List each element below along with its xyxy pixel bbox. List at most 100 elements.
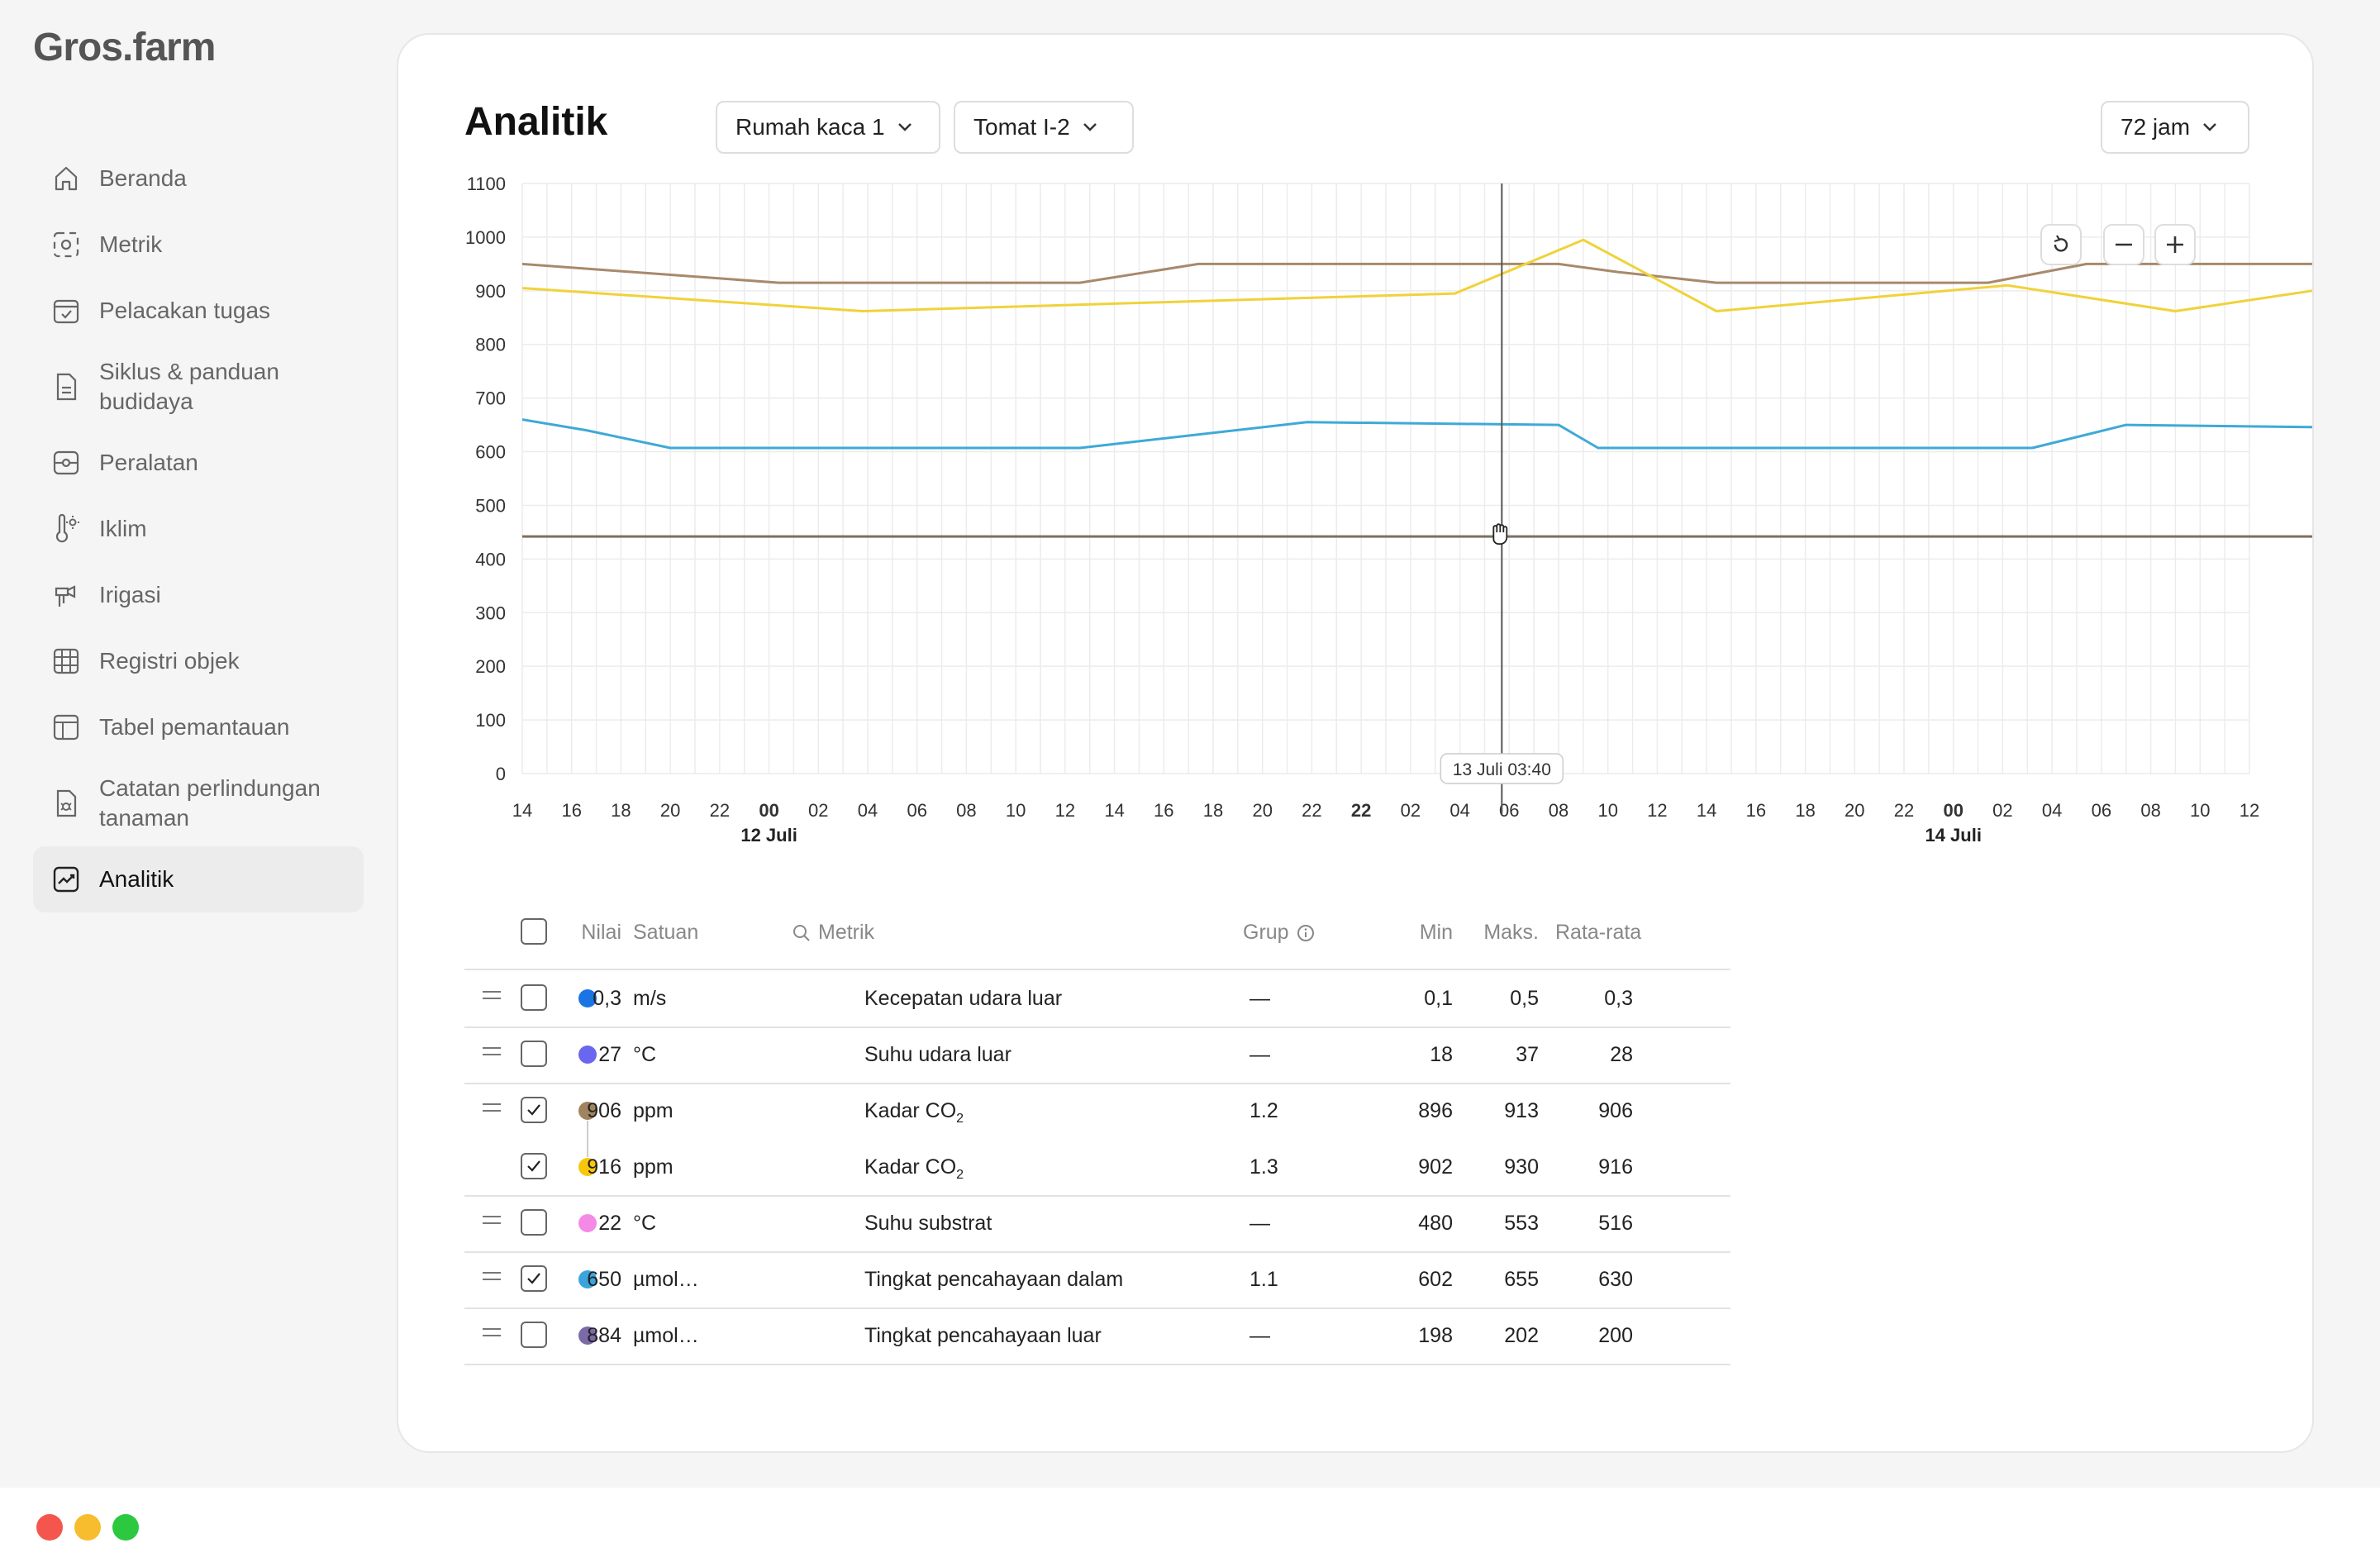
window-minimize-button[interactable] (74, 1514, 101, 1541)
x-tick-label: 02 (1401, 800, 1421, 821)
avg-cell: 200 (1598, 1324, 1633, 1347)
drag-handle-icon[interactable] (483, 1272, 501, 1285)
time-range-select[interactable]: 72 jam (2101, 101, 2249, 154)
x-tick-label: 22 (710, 800, 730, 821)
home-icon (55, 166, 78, 191)
series-color-dot (578, 1214, 597, 1232)
column-header-group[interactable]: Grup (1243, 904, 1316, 960)
sidebar-item-analitik[interactable]: Analitik (33, 846, 364, 912)
table-row[interactable]: 906 ppm Kadar CO2 1.2 896 913 906 (464, 1083, 1730, 1139)
value-cell: 906 (587, 1099, 621, 1122)
drag-handle-icon[interactable] (483, 1047, 501, 1060)
min-cell: 896 (1418, 1099, 1453, 1122)
metric-icon (53, 231, 79, 258)
series-color-dot (578, 1326, 597, 1345)
greenhouse-select-value: Rumah kaca 1 (735, 114, 885, 140)
calendar-check-icon (53, 299, 79, 324)
x-tick-label: 04 (858, 800, 878, 821)
metric-subscript: 2 (956, 1168, 964, 1182)
row-checkbox[interactable] (521, 1041, 547, 1067)
chevron-down-icon (2203, 123, 2216, 131)
unit-cell: °C (633, 1212, 657, 1235)
column-header-value[interactable]: Nilai (581, 921, 621, 944)
value-cell: 916 (587, 1155, 621, 1179)
row-checkbox[interactable] (521, 1209, 547, 1236)
sidebar-item-beranda[interactable]: Beranda (33, 145, 364, 212)
avg-cell: 630 (1598, 1268, 1633, 1291)
x-tick-label: 10 (1597, 800, 1617, 821)
x-tick-label: 14 (1697, 800, 1716, 821)
column-header-min[interactable]: Min (1419, 921, 1453, 944)
x-tick-label: 20 (1252, 800, 1272, 821)
table-row[interactable]: 22 °C Suhu substrat — 480 553 516 (464, 1195, 1730, 1253)
sidebar-item-irigasi[interactable]: Irigasi (33, 562, 364, 628)
x-tick-label: 00 (759, 800, 778, 821)
sidebar-item-registri-objek[interactable]: Registri objek (33, 628, 364, 694)
document-icon (56, 373, 77, 401)
check-icon (527, 1160, 540, 1172)
table-row[interactable]: 884 µmol… Tingkat pencahayaan luar — 198 202 2… (464, 1307, 1730, 1365)
table-divider (464, 969, 1730, 970)
window-maximize-button[interactable] (112, 1514, 139, 1541)
y-tick-label: 1100 (467, 174, 506, 194)
max-cell: 37 (1516, 1043, 1539, 1066)
sidebar-item-iklim[interactable]: Iklim (33, 496, 364, 562)
cursor-tooltip (1440, 753, 1564, 784)
unit-cell: ppm (633, 1155, 674, 1179)
info-icon[interactable] (1296, 923, 1316, 943)
max-cell: 930 (1504, 1155, 1539, 1179)
metric-name: Suhu udara luar (864, 1043, 1011, 1066)
column-header-avg[interactable]: Rata-rata (1555, 921, 1642, 944)
sidebar-item-label: Catatan perlindungan tanaman (99, 775, 321, 831)
column-header-max[interactable]: Maks. (1483, 921, 1539, 944)
min-cell: 602 (1418, 1268, 1453, 1291)
group-cell: — (1250, 987, 1270, 1010)
row-checkbox[interactable] (521, 984, 547, 1011)
chevron-down-icon (1083, 123, 1097, 131)
sidebar-item-peralatan[interactable]: Peralatan (33, 430, 364, 496)
group-cell: 1.3 (1250, 1155, 1278, 1179)
search-icon[interactable] (792, 923, 812, 943)
drag-handle-icon[interactable] (483, 991, 501, 1004)
sidebar-item-label: Irigasi (99, 582, 161, 607)
sidebar-item-metrik[interactable]: Metrik (33, 212, 364, 278)
sidebar-item-tabel-pemantauan[interactable]: Tabel pemantauan (33, 694, 364, 760)
series-line (521, 418, 2312, 450)
value-cell: 884 (587, 1324, 621, 1347)
column-header-metric[interactable]: Metrik (792, 904, 874, 960)
drag-handle-icon[interactable] (483, 1103, 501, 1117)
y-tick-label: 300 (475, 603, 506, 623)
metric-name: Suhu substrat (864, 1212, 992, 1235)
x-tick-label: 20 (1844, 800, 1864, 821)
window-footer (0, 1488, 2380, 1567)
row-checkbox[interactable] (521, 1097, 547, 1123)
drag-handle-icon[interactable] (483, 1216, 501, 1229)
x-tick-label: 06 (2092, 800, 2111, 821)
column-header-unit[interactable]: Satuan (633, 921, 699, 944)
select-all-checkbox[interactable] (521, 918, 547, 945)
table-row[interactable]: 916 ppm Kadar CO2 1.3 902 930 916 (464, 1139, 1730, 1197)
crop-select[interactable]: Tomat I-2 (954, 101, 1134, 154)
table-row[interactable]: 0,3 m/s Kecepatan udara luar — 0,1 0,5 0,3 (464, 970, 1730, 1028)
row-checkbox[interactable] (521, 1153, 547, 1179)
main-panel: Analitik Rumah kaca 1 Tomat I-2 72 jam 0… (397, 33, 2314, 1453)
greenhouse-select[interactable]: Rumah kaca 1 (716, 101, 940, 154)
sidebar-item-pelacakan-tugas[interactable]: Pelacakan tugas (33, 278, 364, 344)
table-row[interactable]: 650 µmol… Tingkat pencahayaan dalam 1.1 602 6… (464, 1251, 1730, 1309)
x-tick-label: 10 (1006, 800, 1026, 821)
min-cell: 0,1 (1424, 987, 1453, 1010)
table-row[interactable]: 27 °C Suhu udara luar — 18 37 28 (464, 1026, 1730, 1084)
row-checkbox[interactable] (521, 1322, 547, 1348)
metric-cell: Tingkat pencahayaan luar (864, 1307, 1102, 1364)
value-cell: 27 (598, 1043, 621, 1066)
max-cell: 202 (1504, 1324, 1539, 1347)
reset-zoom-button[interactable] (2040, 224, 2082, 265)
hand-cursor-icon (1492, 523, 1508, 545)
row-checkbox[interactable] (521, 1265, 547, 1292)
sidebar-item-catatan-perlindungan-tanaman[interactable]: Catatan perlindungan tanaman (33, 760, 364, 846)
sidebar-item-siklus-panduan-budidaya[interactable]: Siklus & panduan budidaya (33, 344, 364, 430)
window-close-button[interactable] (36, 1514, 63, 1541)
crop-select-value: Tomat I-2 (973, 114, 1070, 140)
drag-handle-icon[interactable] (483, 1328, 501, 1341)
